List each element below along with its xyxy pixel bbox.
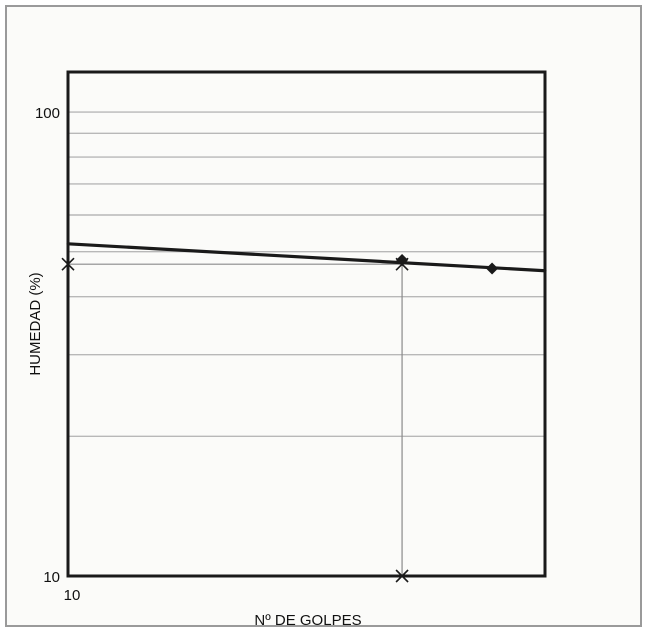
x-axis-title: Nº DE GOLPES bbox=[254, 612, 361, 629]
y-tick-label-10: 10 bbox=[43, 569, 60, 586]
plot-border bbox=[66, 70, 547, 578]
tick-layer: 10 100 10 bbox=[35, 105, 80, 604]
trend-line bbox=[66, 242, 547, 273]
reference-layer bbox=[61, 257, 409, 583]
chart-frame bbox=[5, 5, 642, 627]
data-point-1 bbox=[486, 262, 499, 275]
x-tick-label-10: 10 bbox=[64, 587, 81, 604]
grid-layer bbox=[68, 111, 545, 438]
points-layer bbox=[396, 253, 499, 275]
y-tick-label-100: 100 bbox=[35, 105, 60, 122]
y-axis-title: HUMEDAD (%) bbox=[27, 272, 44, 375]
trend-layer bbox=[66, 242, 547, 273]
data-point-0 bbox=[396, 253, 409, 266]
